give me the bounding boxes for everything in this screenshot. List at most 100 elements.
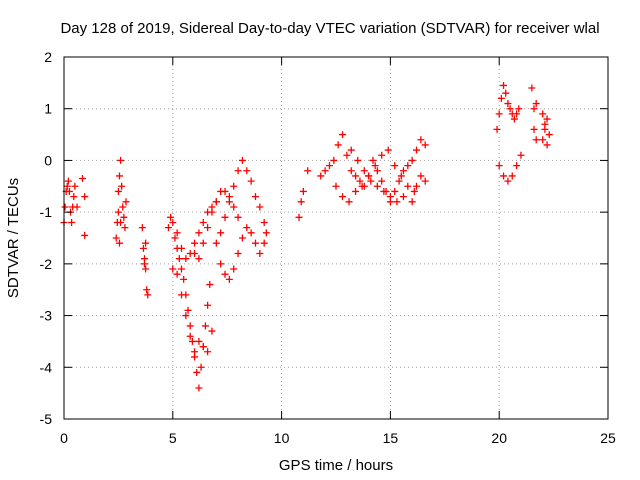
data-point bbox=[352, 187, 360, 195]
data-point bbox=[352, 172, 360, 180]
data-point bbox=[230, 203, 238, 211]
data-point bbox=[65, 187, 73, 195]
data-point bbox=[339, 131, 347, 139]
data-point bbox=[247, 177, 255, 185]
data-point bbox=[63, 182, 71, 190]
data-point bbox=[230, 265, 238, 273]
data-point bbox=[510, 115, 518, 123]
y-tick-label: 2 bbox=[44, 49, 52, 65]
data-point bbox=[384, 146, 392, 154]
data-point bbox=[167, 213, 175, 221]
data-point bbox=[256, 203, 264, 211]
data-point bbox=[208, 327, 216, 335]
data-point bbox=[117, 156, 125, 164]
data-point bbox=[345, 198, 353, 206]
data-point bbox=[178, 291, 186, 299]
data-point bbox=[191, 348, 199, 356]
data-point bbox=[173, 229, 181, 237]
data-point bbox=[112, 234, 120, 242]
y-tick-label: -3 bbox=[40, 308, 53, 324]
data-point bbox=[115, 239, 123, 247]
data-point bbox=[120, 213, 128, 221]
data-point bbox=[238, 156, 246, 164]
data-point bbox=[502, 89, 510, 97]
data-point bbox=[195, 384, 203, 392]
data-point bbox=[169, 265, 177, 273]
data-point bbox=[114, 208, 122, 216]
data-point bbox=[81, 231, 89, 239]
data-point bbox=[304, 167, 312, 175]
data-point bbox=[365, 172, 373, 180]
data-point bbox=[251, 239, 259, 247]
data-point bbox=[144, 291, 152, 299]
data-point bbox=[221, 213, 229, 221]
y-axis-title: SDTVAR / TECUs bbox=[5, 178, 22, 298]
data-point bbox=[78, 175, 86, 183]
data-point bbox=[204, 224, 212, 232]
data-point bbox=[206, 281, 214, 289]
data-point bbox=[506, 105, 514, 113]
axis-ticks: 0 5 10 15 20 25 -5 -4 -3 -2 -1 0 1 2 bbox=[40, 49, 616, 446]
data-point bbox=[243, 224, 251, 232]
data-point bbox=[64, 177, 72, 185]
data-point bbox=[142, 265, 150, 273]
data-point bbox=[299, 187, 307, 195]
data-point bbox=[122, 198, 130, 206]
data-point bbox=[347, 167, 355, 175]
x-tick-label: 20 bbox=[491, 430, 507, 446]
data-point bbox=[230, 182, 238, 190]
data-point bbox=[334, 141, 342, 149]
data-point bbox=[417, 172, 425, 180]
data-point bbox=[171, 234, 179, 242]
data-point bbox=[321, 167, 329, 175]
data-point bbox=[393, 198, 401, 206]
y-tick-label: -5 bbox=[40, 411, 53, 427]
data-point bbox=[517, 151, 525, 159]
data-point bbox=[408, 198, 416, 206]
data-point bbox=[143, 286, 151, 294]
data-point bbox=[539, 136, 547, 144]
data-point bbox=[413, 182, 421, 190]
data-point bbox=[543, 115, 551, 123]
y-tick-label: -1 bbox=[40, 204, 53, 220]
data-point bbox=[528, 84, 536, 92]
data-point bbox=[199, 343, 207, 351]
data-point bbox=[541, 120, 549, 128]
data-point bbox=[195, 337, 203, 345]
plot-frame bbox=[63, 56, 609, 420]
data-point bbox=[121, 224, 129, 232]
data-point bbox=[256, 250, 264, 258]
data-point bbox=[182, 312, 190, 320]
data-point bbox=[197, 363, 205, 371]
data-point bbox=[373, 182, 381, 190]
data-point bbox=[369, 156, 377, 164]
data-point bbox=[397, 172, 405, 180]
data-point bbox=[204, 348, 212, 356]
data-point bbox=[500, 81, 508, 89]
data-point bbox=[61, 203, 69, 211]
data-point bbox=[421, 141, 429, 149]
data-point bbox=[358, 182, 366, 190]
data-point bbox=[204, 301, 212, 309]
data-point bbox=[81, 193, 89, 201]
data-point bbox=[178, 244, 186, 252]
data-point bbox=[404, 182, 412, 190]
data-point bbox=[225, 198, 233, 206]
y-tick-label: 1 bbox=[44, 101, 52, 117]
data-point bbox=[195, 229, 203, 237]
y-tick-label: -4 bbox=[40, 359, 53, 375]
data-point bbox=[500, 172, 508, 180]
data-point bbox=[543, 141, 551, 149]
data-point bbox=[330, 156, 338, 164]
data-point bbox=[513, 162, 521, 170]
data-point bbox=[371, 162, 379, 170]
data-point bbox=[221, 270, 229, 278]
data-point bbox=[508, 172, 516, 180]
data-point bbox=[221, 187, 229, 195]
data-point bbox=[532, 100, 540, 108]
data-point bbox=[119, 203, 127, 211]
data-point bbox=[193, 368, 201, 376]
data-point bbox=[504, 100, 512, 108]
